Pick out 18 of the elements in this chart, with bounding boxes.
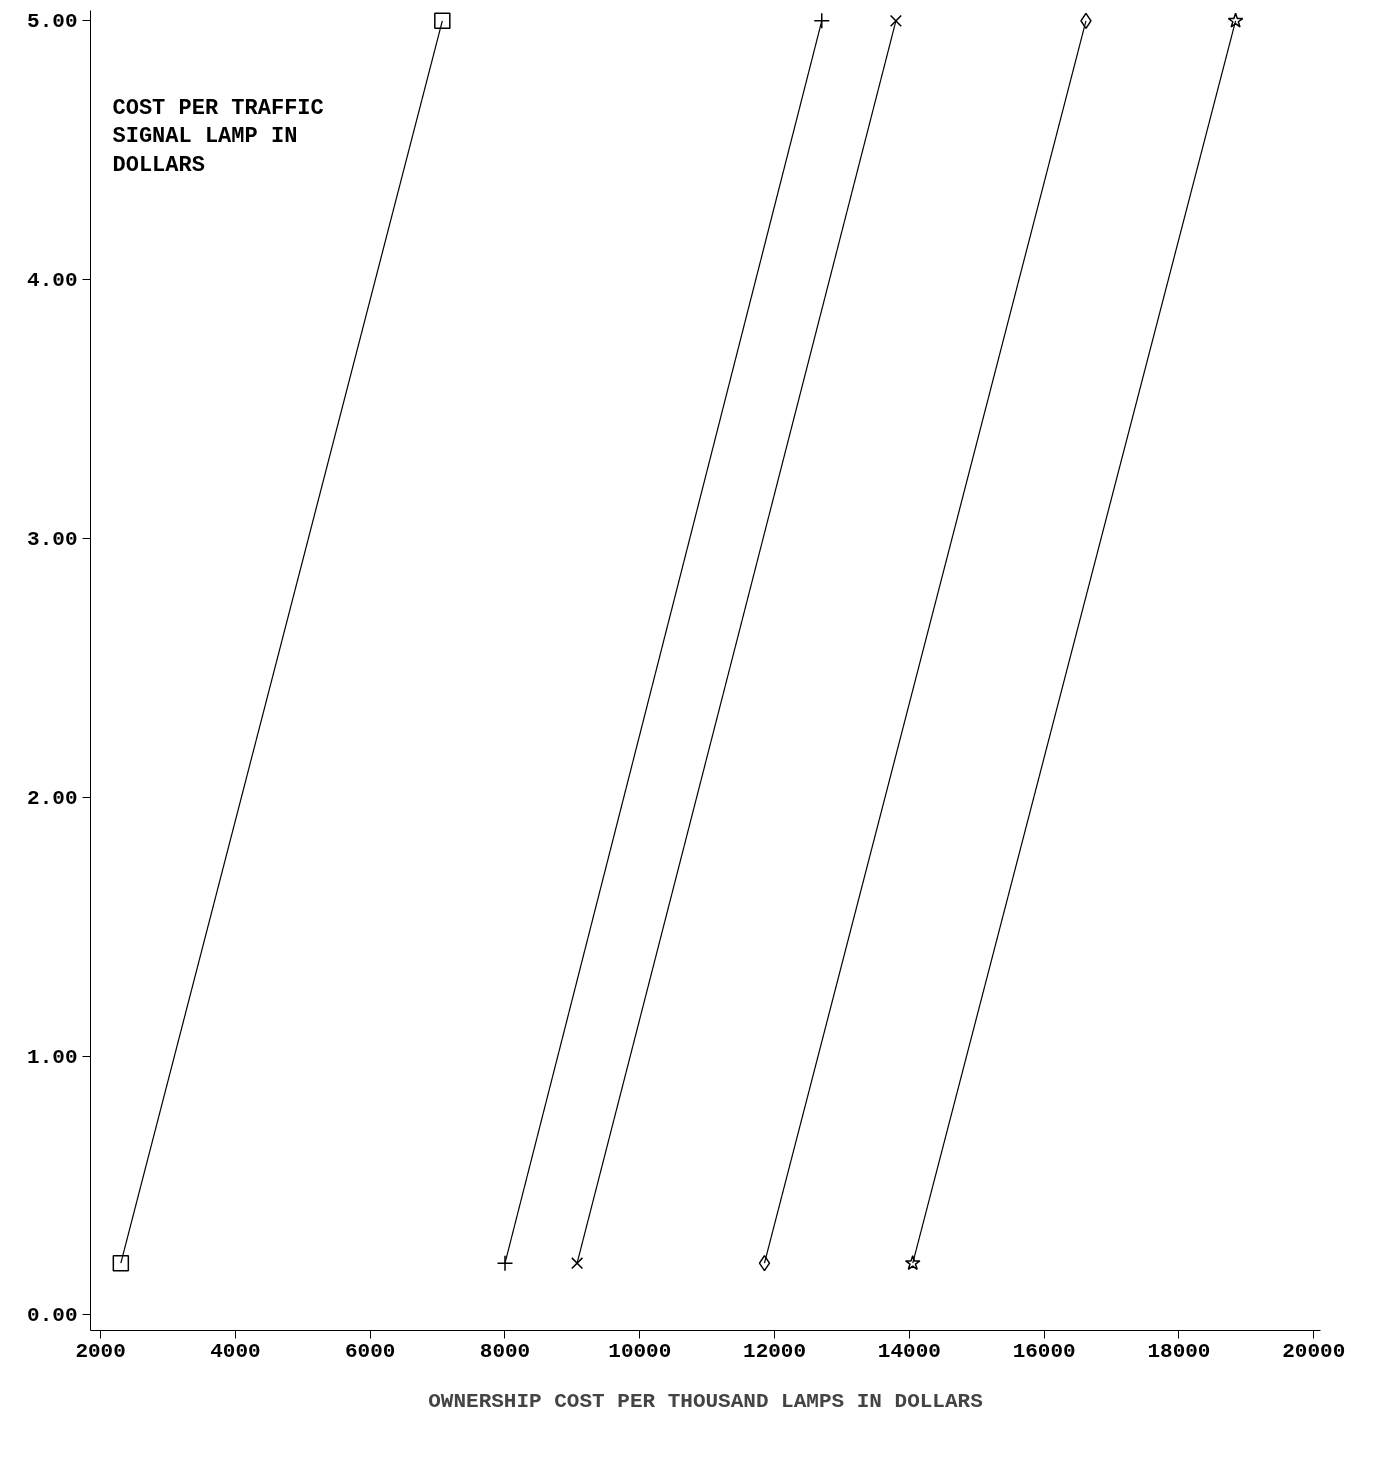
x-tick-label: 10000 [608, 1339, 672, 1363]
y-tick-label: 5.00 [27, 10, 78, 34]
x-tick-label: 12000 [743, 1339, 807, 1363]
x-tick-label: 8000 [479, 1339, 531, 1363]
x-tick-label: 18000 [1147, 1339, 1211, 1363]
y-tick-label: 0.00 [27, 1304, 78, 1328]
x-tick-label: 20000 [1282, 1339, 1346, 1363]
x-tick-label: 6000 [344, 1339, 396, 1363]
x-tick-label: 4000 [210, 1339, 261, 1363]
x-tick-label: 14000 [877, 1339, 941, 1363]
y-tick-label: 4.00 [27, 269, 78, 293]
x-tick-label: 2000 [75, 1339, 126, 1363]
x-tick-label: 16000 [1012, 1339, 1076, 1363]
y-tick-label: 1.00 [27, 1045, 78, 1069]
x-axis-title: OWNERSHIP COST PER THOUSAND LAMPS IN DOLLARS [428, 1389, 983, 1413]
y-tick-label: 2.00 [27, 786, 78, 810]
y-tick-label: 3.00 [27, 528, 78, 551]
annotation: COST PER TRAFFIC SIGNAL LAMP IN DOLLARS [112, 95, 324, 178]
